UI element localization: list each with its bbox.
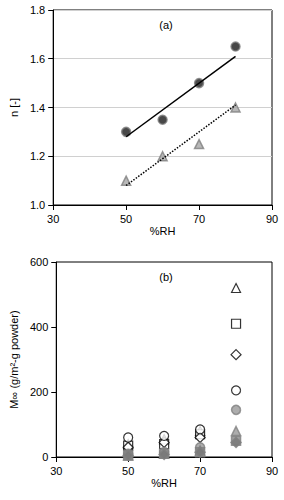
svg-text:1.8: 1.8 (30, 4, 45, 16)
svg-text:70: 70 (193, 213, 205, 225)
svg-text:400: 400 (30, 321, 48, 333)
svg-text:%RH: %RH (151, 477, 177, 489)
svg-text:(b): (b) (159, 271, 172, 283)
svg-text:30: 30 (50, 465, 62, 477)
svg-text:1.2: 1.2 (30, 150, 45, 162)
svg-text:90: 90 (266, 213, 278, 225)
svg-text:50: 50 (120, 213, 132, 225)
svg-text:50: 50 (122, 465, 134, 477)
svg-text:200: 200 (30, 386, 48, 398)
svg-text:(a): (a) (159, 19, 172, 31)
svg-text:90: 90 (266, 465, 278, 477)
svg-text:%RH: %RH (150, 225, 176, 237)
svg-text:1.0: 1.0 (30, 199, 45, 211)
svg-text:30: 30 (47, 213, 59, 225)
svg-text:1.6: 1.6 (30, 53, 45, 65)
svg-text:70: 70 (194, 465, 206, 477)
svg-text:0: 0 (42, 451, 48, 463)
svg-text:600: 600 (30, 256, 48, 268)
svg-text:M∞ (g/m²-g powder): M∞ (g/m²-g powder) (8, 310, 20, 408)
svg-text:n [-]: n [-] (8, 98, 20, 117)
svg-text:1.4: 1.4 (30, 102, 45, 114)
